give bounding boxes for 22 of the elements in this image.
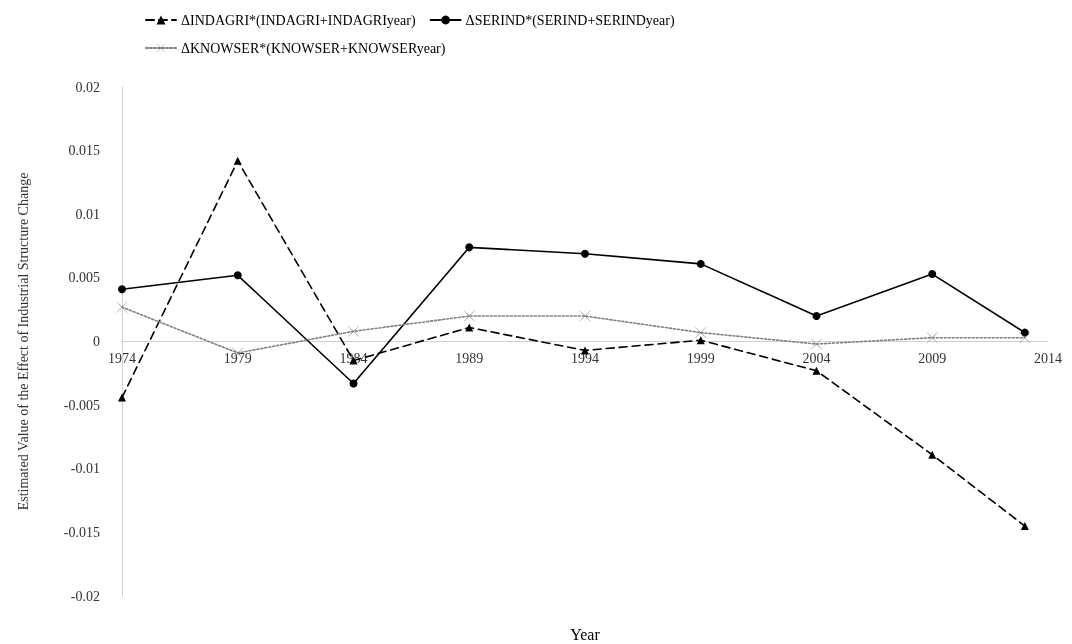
y-tick-label: 0: [93, 334, 100, 349]
x-tick-label: 2004: [802, 351, 831, 366]
y-tick-label: 0.015: [68, 143, 100, 159]
legend-label: ΔINDAGRI*(INDAGRI+INDAGRIyear): [181, 12, 416, 29]
x-tick-label: 1989: [455, 351, 484, 366]
x-axis-title: Year: [570, 625, 601, 643]
y-tick-label: -0.005: [63, 397, 100, 413]
x-tick-label: 2009: [918, 351, 947, 366]
y-tick-label: -0.015: [63, 524, 100, 540]
y-tick-label: -0.02: [70, 588, 100, 604]
x-tick-label: 1994: [571, 351, 599, 366]
y-tick-label: -0.01: [70, 461, 100, 477]
y-tick-label: 0.005: [68, 270, 100, 286]
legend-label: ΔSERIND*(SERIND+SERINDyear): [465, 12, 675, 29]
y-tick-label: 0.02: [75, 79, 100, 95]
y-tick-label: 0.01: [75, 206, 100, 222]
y-axis-title: Estimated Value of the Effect of Industrial Structure Change: [15, 172, 31, 511]
x-tick-label: 1999: [686, 351, 715, 366]
x-tick-label: 1974: [108, 351, 136, 366]
legend-label: ΔKNOWSER*(KNOWSER+KNOWSERyear): [181, 40, 446, 57]
x-tick-label: 1979: [223, 351, 252, 366]
x-tick-label: 2014: [1034, 351, 1062, 366]
